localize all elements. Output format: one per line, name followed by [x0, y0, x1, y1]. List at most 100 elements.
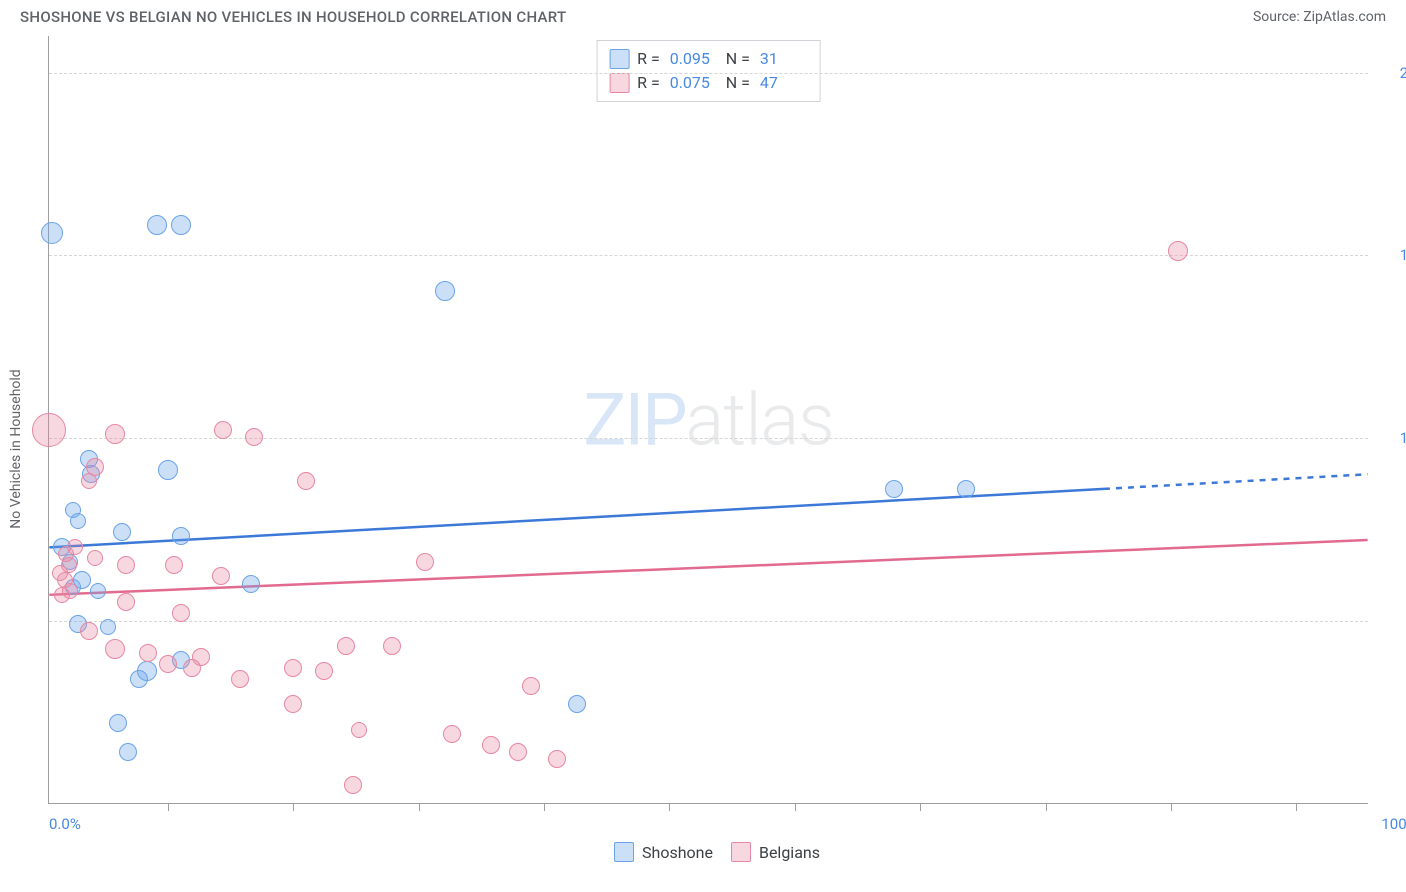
stat-n-label: N = — [726, 47, 750, 71]
data-point-shoshone — [885, 480, 903, 498]
x-tick — [293, 803, 294, 811]
data-point-belgians — [165, 556, 183, 574]
data-point-belgians — [284, 659, 302, 677]
swatch-shoshone — [609, 49, 629, 69]
stats-legend-box: R = 0.095 N = 31 R = 0.075 N = 47 — [596, 40, 821, 102]
y-tick-label: 20.0% — [1376, 64, 1406, 82]
data-point-belgians — [548, 750, 566, 768]
data-point-belgians — [522, 677, 540, 695]
data-point-shoshone — [171, 215, 191, 235]
stat-n-value-belgians: 47 — [760, 71, 808, 95]
data-point-shoshone — [41, 222, 63, 244]
data-point-belgians — [212, 567, 230, 585]
stat-n-label: N = — [726, 71, 750, 95]
x-tick — [168, 803, 169, 811]
data-point-belgians — [139, 644, 157, 662]
data-point-belgians — [337, 637, 355, 655]
bottom-legend: Shoshone Belgians — [48, 842, 1386, 862]
stat-r-value-belgians: 0.075 — [670, 71, 718, 95]
y-tick-label: 15.0% — [1376, 246, 1406, 264]
data-point-shoshone — [100, 619, 116, 635]
x-tick — [1046, 803, 1047, 811]
watermark-part-a: ZIP — [583, 377, 685, 462]
data-point-shoshone — [568, 695, 586, 713]
data-point-belgians — [245, 428, 263, 446]
data-point-belgians — [105, 424, 125, 444]
legend-item-shoshone: Shoshone — [614, 842, 713, 862]
y-tick-label: 10.0% — [1376, 429, 1406, 447]
stats-row-shoshone: R = 0.095 N = 31 — [609, 47, 808, 71]
data-point-belgians — [117, 556, 135, 574]
chart-header: SHOSHONE VS BELGIAN NO VEHICLES IN HOUSE… — [0, 0, 1406, 36]
data-point-shoshone — [435, 281, 455, 301]
stat-r-label: R = — [637, 71, 660, 95]
legend-swatch-belgians — [731, 842, 751, 862]
legend-label-belgians: Belgians — [759, 843, 820, 862]
data-point-belgians — [172, 604, 190, 622]
data-point-shoshone — [90, 583, 106, 599]
gridline — [49, 73, 1368, 74]
data-point-belgians — [80, 622, 98, 640]
x-tick — [669, 803, 670, 811]
stats-row-belgians: R = 0.075 N = 47 — [609, 71, 808, 95]
data-point-shoshone — [119, 743, 137, 761]
data-point-belgians — [344, 776, 362, 794]
swatch-belgians — [609, 73, 629, 93]
data-point-belgians — [159, 655, 177, 673]
y-axis-label: No Vehicles in Household — [8, 369, 24, 528]
watermark: ZIPatlas — [583, 377, 833, 462]
trendlines — [49, 36, 1368, 803]
data-point-shoshone — [147, 215, 167, 235]
data-point-shoshone — [242, 575, 260, 593]
gridline — [49, 621, 1368, 622]
data-point-shoshone — [130, 670, 148, 688]
x-tick — [920, 803, 921, 811]
stat-r-value-shoshone: 0.095 — [670, 47, 718, 71]
data-point-belgians — [416, 553, 434, 571]
data-point-belgians — [105, 639, 125, 659]
trendline-shoshone — [49, 489, 1104, 547]
data-point-belgians — [443, 725, 461, 743]
data-point-belgians — [1168, 241, 1188, 261]
x-tick — [1171, 803, 1172, 811]
plot-region: ZIPatlas R = 0.095 N = 31 R = 0.075 N = … — [48, 36, 1368, 804]
legend-swatch-shoshone — [614, 842, 634, 862]
data-point-belgians — [32, 413, 66, 447]
data-point-belgians — [231, 670, 249, 688]
data-point-belgians — [54, 587, 70, 603]
data-point-belgians — [183, 659, 201, 677]
chart-area: No Vehicles in Household ZIPatlas R = 0.… — [48, 36, 1386, 862]
data-point-shoshone — [70, 513, 86, 529]
legend-label-shoshone: Shoshone — [642, 843, 713, 862]
data-point-belgians — [214, 421, 232, 439]
data-point-shoshone — [172, 527, 190, 545]
data-point-shoshone — [158, 460, 178, 480]
data-point-shoshone — [113, 523, 131, 541]
data-point-belgians — [482, 736, 500, 754]
data-point-belgians — [297, 472, 315, 490]
x-tick — [419, 803, 420, 811]
data-point-belgians — [351, 722, 367, 738]
stat-r-label: R = — [637, 47, 660, 71]
x-min-label: 0.0% — [49, 815, 81, 833]
legend-item-belgians: Belgians — [731, 842, 820, 862]
stat-n-value-shoshone: 31 — [760, 47, 808, 71]
x-tick — [795, 803, 796, 811]
chart-source: Source: ZipAtlas.com — [1253, 9, 1386, 25]
data-point-belgians — [509, 743, 527, 761]
x-tick — [544, 803, 545, 811]
data-point-belgians — [315, 662, 333, 680]
data-point-shoshone — [957, 480, 975, 498]
trendline-dashed-shoshone — [1104, 474, 1368, 489]
data-point-belgians — [117, 593, 135, 611]
watermark-part-b: atlas — [686, 377, 834, 462]
data-point-belgians — [383, 637, 401, 655]
y-tick-label: 5.0% — [1376, 612, 1406, 630]
data-point-belgians — [87, 550, 103, 566]
x-max-label: 100.0% — [1381, 815, 1406, 833]
data-point-shoshone — [109, 714, 127, 732]
data-point-belgians — [284, 695, 302, 713]
chart-title: SHOSHONE VS BELGIAN NO VEHICLES IN HOUSE… — [20, 8, 566, 26]
x-tick — [1296, 803, 1297, 811]
data-point-belgians — [81, 473, 97, 489]
